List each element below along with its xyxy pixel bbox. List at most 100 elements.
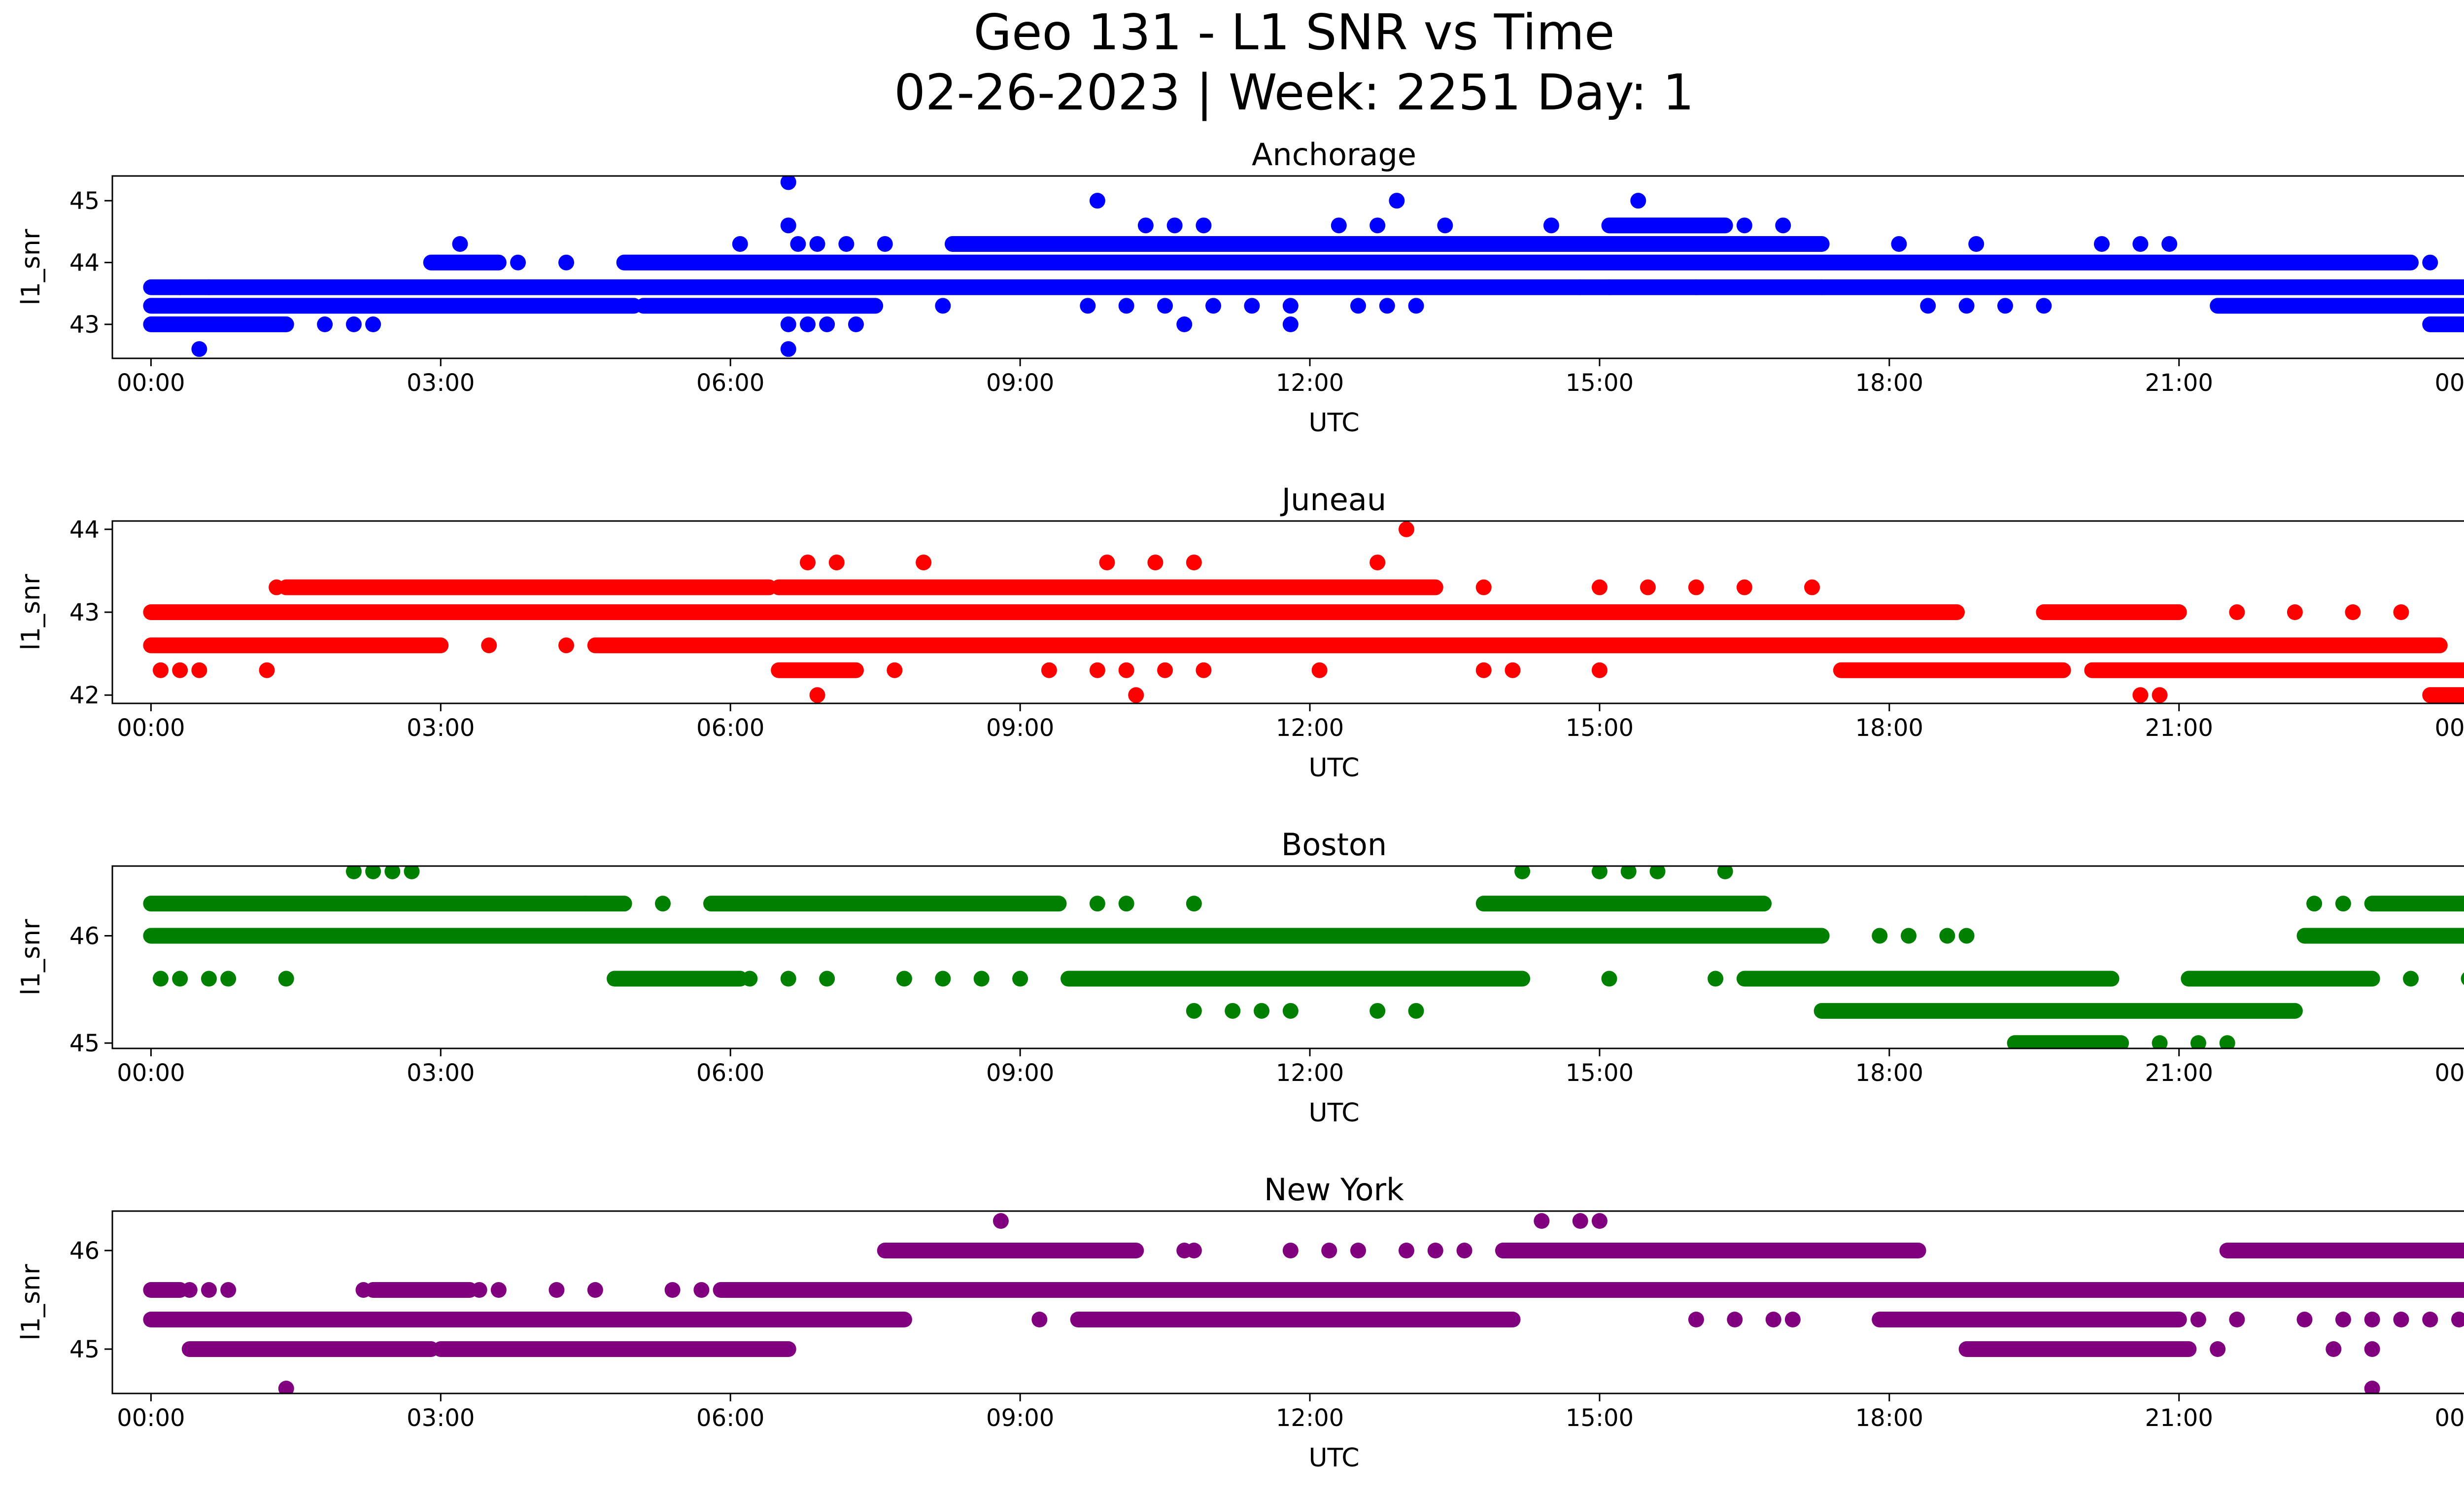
data-point: [278, 1381, 294, 1393]
x-tick-label: 06:00: [696, 1059, 764, 1087]
data-point: [1225, 1003, 1241, 1019]
data-point: [201, 279, 217, 295]
data-point: [365, 866, 381, 879]
data-point: [1186, 1003, 1202, 1019]
subplot-title: Boston: [1281, 827, 1387, 863]
data-point: [1186, 1243, 1202, 1258]
data-point: [2210, 1341, 2226, 1357]
data-point: [1505, 662, 1521, 678]
x-tick-label: 09:00: [986, 1404, 1054, 1432]
data-point: [1649, 866, 1666, 879]
data-point: [1475, 662, 1492, 678]
data-point: [1186, 896, 1202, 912]
data-point: [1379, 298, 1395, 314]
data-point: [1736, 217, 1752, 234]
data-point: [1282, 1243, 1299, 1258]
data-point: [1196, 662, 1212, 678]
data-point: [2451, 1312, 2464, 1327]
data-point: [1939, 928, 1955, 944]
data-point: [2132, 687, 2149, 703]
data-point: [1601, 971, 1617, 987]
data-point: [1282, 298, 1299, 314]
plot-frame: [111, 1210, 2464, 1394]
x-tick-label: 21:00: [2145, 1059, 2213, 1087]
x-tick-label: 21:00: [2145, 1404, 2213, 1432]
x-tick-label: 00:00: [117, 714, 185, 742]
data-point: [732, 236, 748, 252]
data-point: [481, 637, 497, 654]
data-point: [1118, 298, 1134, 314]
data-point: [2306, 896, 2323, 912]
data-point: [780, 341, 796, 357]
data-point: [1282, 316, 1299, 333]
data-point: [1543, 217, 1559, 234]
data-point: [2152, 687, 2168, 703]
data-point: [2287, 604, 2303, 620]
data-point: [1408, 298, 1424, 314]
data-point: [1118, 896, 1134, 912]
data-point: [191, 662, 207, 678]
y-axis-label: l1_snr: [16, 229, 46, 306]
data-point: [1369, 1003, 1386, 1019]
data-point: [1688, 1312, 1704, 1327]
data-point: [1118, 662, 1134, 678]
data-point: [809, 687, 825, 703]
y-axis-label: l1_snr: [16, 919, 46, 996]
data-point: [1891, 236, 1907, 252]
data-point: [2093, 236, 2110, 252]
figure-title-line1: Geo 131 - L1 SNR vs Time: [974, 3, 1615, 61]
data-point: [1736, 579, 1752, 595]
data-point: [1958, 298, 1975, 314]
data-point: [2036, 298, 2052, 314]
x-axis-label: UTC: [1308, 408, 1359, 438]
y-tick-label: 43: [69, 311, 100, 339]
data-point: [828, 555, 845, 571]
data-point: [1089, 193, 1105, 209]
data-point: [471, 1282, 487, 1298]
data-point: [1147, 555, 1164, 571]
y-tick-label: 46: [69, 922, 100, 950]
data-point: [780, 217, 796, 234]
data-point: [172, 279, 188, 295]
data-point: [780, 298, 796, 314]
data-point: [1997, 298, 2013, 314]
data-point: [1398, 521, 1414, 537]
x-axis-label: UTC: [1308, 1098, 1359, 1128]
data-point: [1958, 928, 1975, 944]
data-point: [1717, 866, 1733, 879]
data-point: [172, 971, 188, 987]
data-point: [1089, 662, 1105, 678]
data-point: [365, 316, 381, 333]
x-tick-label: 12:00: [1276, 369, 1344, 397]
data-point: [1784, 1312, 1801, 1327]
data-point: [278, 971, 294, 987]
subplots: Anchorage 00:00 03:00 06:00 09:00 12:00 15:00 1…: [16, 137, 2464, 1473]
data-point: [1814, 279, 1830, 295]
y-tick-label: 45: [69, 187, 100, 215]
data-point: [2335, 1312, 2351, 1327]
subplot-new-york: New York 00:00 03:00 06:00 09:00 12:00 15:00 18…: [16, 1172, 2464, 1473]
data-point: [181, 1282, 198, 1298]
data-point: [809, 236, 825, 252]
data-point: [1389, 193, 1405, 209]
x-tick-label: 00:00: [117, 369, 185, 397]
data-point: [664, 1282, 681, 1298]
data-point: [1688, 579, 1704, 595]
data-point: [896, 971, 912, 987]
data-marks: [143, 1213, 2464, 1393]
x-axis-label: UTC: [1308, 1443, 1359, 1473]
data-point: [548, 1282, 565, 1298]
data-point: [1727, 1312, 1743, 1327]
subplot-anchorage: Anchorage 00:00 03:00 06:00 09:00 12:00 15:00 1…: [16, 137, 2464, 438]
data-point: [780, 971, 796, 987]
x-tick-label: 21:00: [2145, 714, 2213, 742]
data-point: [1244, 298, 1260, 314]
data-point: [2393, 604, 2409, 620]
data-point: [1137, 217, 1154, 234]
x-tick-label: 03:00: [407, 1404, 475, 1432]
data-point: [2229, 604, 2245, 620]
data-point: [848, 316, 864, 333]
data-point: [490, 1282, 507, 1298]
